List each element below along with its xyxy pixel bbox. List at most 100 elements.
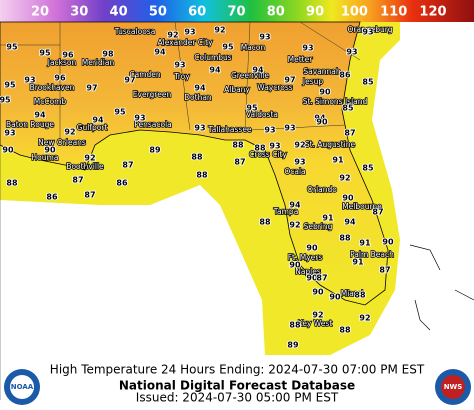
temperature: 95 [39, 49, 51, 58]
temperature: 88 [232, 141, 244, 150]
temperature: 87 [372, 208, 383, 217]
temperature: 85 [362, 164, 374, 173]
islands [409, 244, 474, 331]
scale-label: 50 [149, 5, 167, 20]
color-scale [0, 0, 474, 22]
temperature: 91 [332, 156, 344, 165]
temperature: 93 [264, 126, 275, 135]
city-label: Tuscaloosa [114, 27, 156, 36]
city-label: Metter [288, 55, 314, 64]
city-label: St. Simons Island [303, 97, 368, 106]
logo-text: NWS [444, 383, 463, 391]
city-label: Boothville [66, 162, 104, 171]
land [0, 21, 389, 306]
city-label: Cross City [249, 150, 287, 159]
temperature: 94 [209, 66, 221, 75]
temperature: 93 [259, 33, 270, 42]
city-label: Columbus [194, 53, 231, 62]
temperature: 93 [174, 61, 185, 70]
temperature: 97 [284, 76, 295, 85]
temperature: 93 [24, 76, 35, 85]
temperature: 92 [359, 314, 370, 323]
temperature: 97 [86, 84, 97, 93]
temperature: 90 [316, 118, 328, 127]
temperature: 88 [289, 321, 301, 330]
city-label: Jackson [47, 58, 77, 67]
temperature: 88 [254, 144, 266, 153]
city-label: McComb [34, 97, 67, 106]
temperature: 90 [329, 293, 341, 302]
city-label: Houma [32, 153, 59, 162]
city-label: Macon [241, 43, 266, 52]
temperature: 94 [92, 116, 104, 125]
temperature: 90 [342, 194, 354, 203]
footer-line: Issued: 2024-07-30 05:00 PM EST [136, 391, 339, 405]
temperature: 96 [62, 51, 74, 60]
temperature: 91 [352, 258, 364, 267]
temperature: 93 [294, 158, 305, 167]
temperature: 88 [339, 234, 351, 243]
city-label: Orangeburg [348, 25, 393, 34]
city-label: Baton Rouge [6, 120, 54, 129]
temperature: 94 [154, 48, 166, 57]
footer-line: High Temperature 24 Hours Ending: 2024-0… [50, 363, 425, 377]
city-label: New Orleans [38, 138, 86, 147]
temperature: 93 [269, 142, 280, 151]
scale-label: 20 [31, 5, 49, 20]
city-label: Jesup [302, 77, 323, 86]
temperature: 87 [379, 266, 390, 275]
temperature: 90 [289, 261, 301, 270]
temperature: 94 [34, 111, 46, 120]
temperature: 92 [64, 128, 75, 137]
temperature: 94 [314, 114, 326, 123]
scale-label: 120 [419, 5, 446, 20]
scale-label: 40 [110, 5, 128, 20]
temperature: 92 [167, 31, 178, 40]
temperature: 89 [149, 146, 161, 155]
temperature: 88 [339, 326, 351, 335]
temperature: 90 [319, 88, 331, 97]
temperature: 93 [184, 28, 195, 37]
temperature: 95 [4, 81, 16, 90]
city-label: Ocala [284, 167, 305, 176]
temperature: 87 [72, 176, 83, 185]
city-label: Naples [295, 267, 321, 276]
temperature: 87 [316, 274, 327, 283]
temperature: 88 [6, 179, 18, 188]
city-label: Greenville [231, 71, 269, 80]
city-label: Gulfport [77, 123, 108, 132]
scale-label: 100 [341, 5, 368, 20]
temperature: 89 [287, 341, 299, 350]
temperature: 95 [6, 43, 18, 52]
city-label: Waycross [257, 83, 293, 92]
city-label: Alexander City [157, 38, 213, 47]
temperature: 87 [344, 129, 355, 138]
scale-label: 90 [306, 5, 324, 20]
city-label: Valdosta [246, 110, 278, 119]
scale-label: 80 [267, 5, 285, 20]
city-label: Palm Beach [350, 250, 394, 259]
temperature: 92 [339, 174, 350, 183]
temperature: 92 [289, 221, 300, 230]
city-label: Melbourne [342, 202, 382, 211]
temperature: 94 [194, 84, 206, 93]
temperature: 91 [322, 214, 334, 223]
temperature: 90 [382, 238, 394, 247]
temperature: 92 [312, 311, 323, 320]
temperature: 90 [306, 274, 318, 283]
temperature: 96 [54, 74, 66, 83]
city-label: Sebring [304, 222, 333, 231]
temperature: 90 [2, 146, 14, 155]
temperature: 93 [134, 114, 145, 123]
city-label: Dothan [184, 93, 212, 102]
scale-label: 110 [380, 5, 407, 20]
city-label: Tallahassee [207, 125, 251, 134]
temperature: 94 [344, 218, 356, 227]
temperature: 95 [222, 43, 234, 52]
temperature: 93 [362, 28, 373, 37]
scale-label: 30 [70, 5, 88, 20]
temperature: 92 [214, 26, 225, 35]
city-label: Savannah [303, 67, 340, 76]
temperature: 91 [359, 239, 371, 248]
